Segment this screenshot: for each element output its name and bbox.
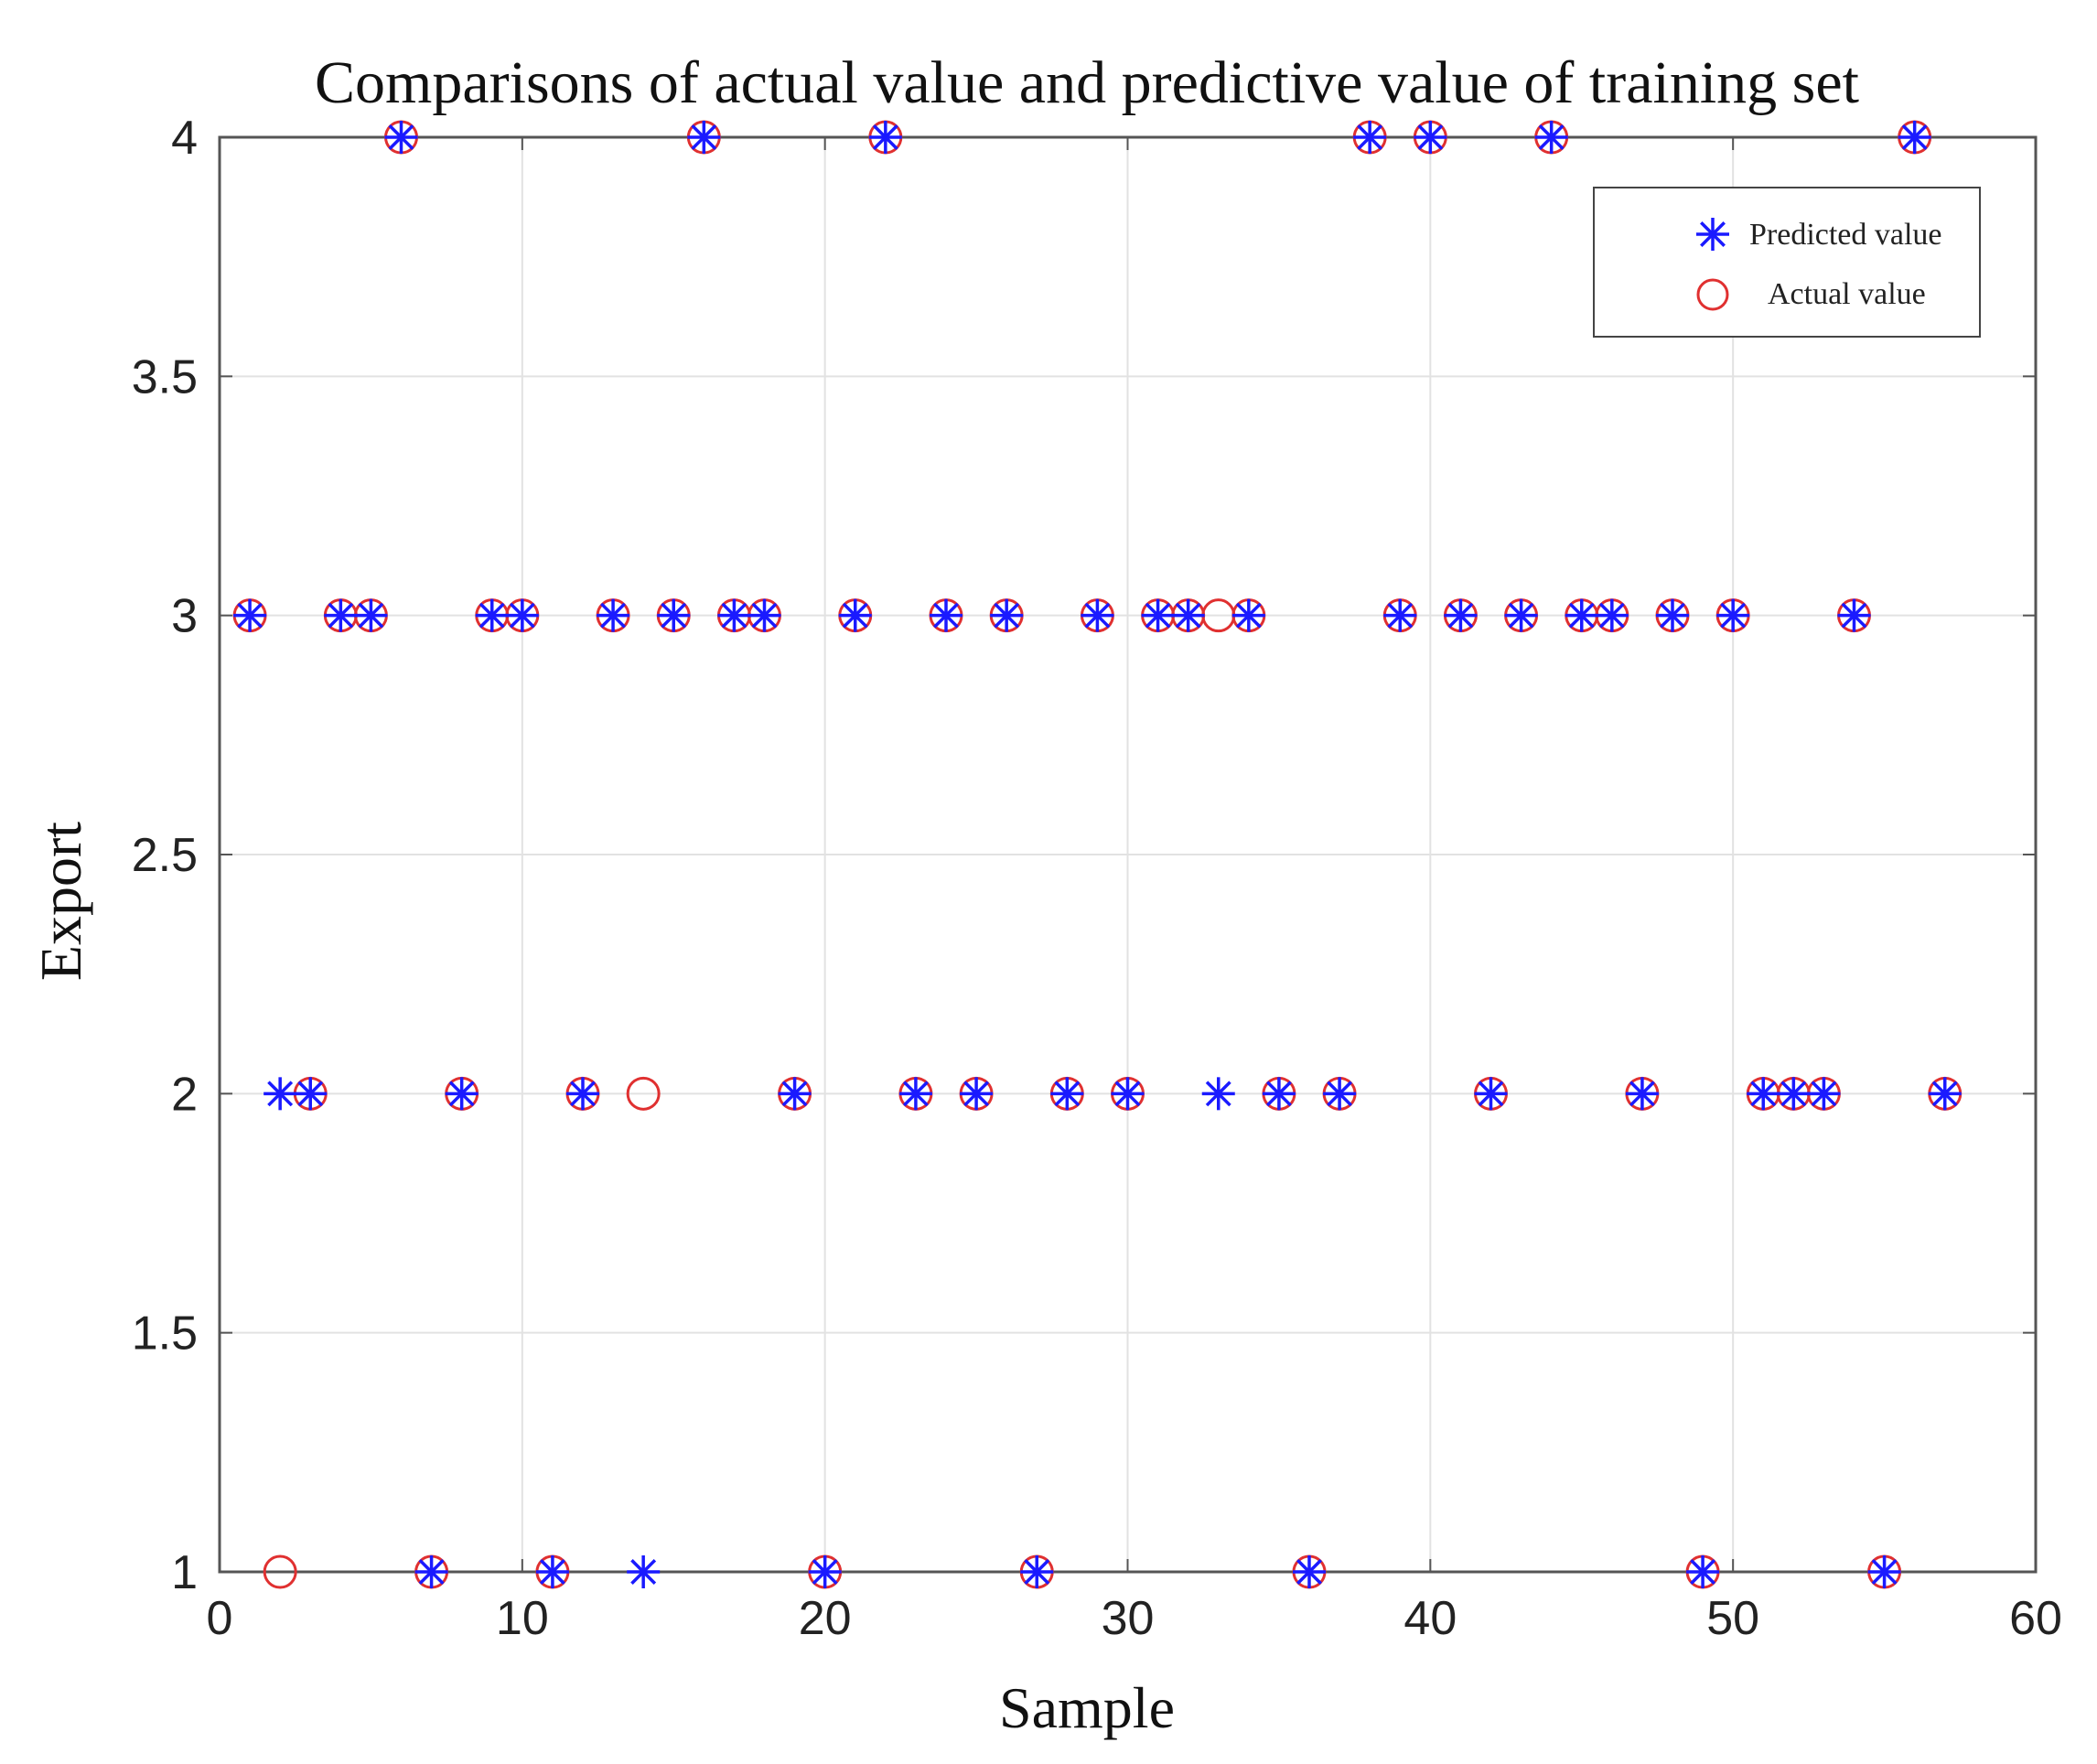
predicted-value-point <box>1656 598 1689 632</box>
predicted-value-point <box>838 598 872 632</box>
predicted-value-point <box>1504 598 1538 632</box>
predicted-value-point <box>1201 1077 1235 1111</box>
predicted-value-point <box>990 598 1024 632</box>
predicted-value-point <box>1595 598 1629 632</box>
x-axis-label: Sample <box>999 1675 1175 1740</box>
predicted-value-point <box>1444 598 1478 632</box>
predicted-value-point <box>1898 121 1931 154</box>
predicted-value-point <box>717 598 751 632</box>
predicted-value-point <box>778 1077 812 1111</box>
predicted-value-point <box>1534 121 1568 154</box>
y-tick-label: 2 <box>171 1068 198 1121</box>
predicted-value-point <box>1777 1077 1811 1111</box>
predicted-value-point <box>566 1077 599 1111</box>
actual-value-point <box>626 1076 661 1111</box>
predicted-value-point <box>657 598 691 632</box>
predicted-value-point <box>1383 598 1417 632</box>
predicted-value-point <box>627 1555 661 1588</box>
predicted-value-point <box>1323 1077 1357 1111</box>
y-tick-label: 1 <box>171 1546 198 1599</box>
predicted-value-point <box>808 1555 842 1588</box>
predicted-value-point <box>1231 598 1265 632</box>
predicted-value-point <box>898 1077 932 1111</box>
y-tick-label: 4 <box>171 112 198 165</box>
predicted-value-point <box>354 598 388 632</box>
predicted-value-point <box>1293 1555 1326 1588</box>
predicted-value-point <box>1353 121 1387 154</box>
legend-box <box>1593 187 1981 338</box>
predicted-value-point <box>1020 1555 1054 1588</box>
predicted-value-point <box>868 121 902 154</box>
predicted-value-point <box>294 1077 328 1111</box>
predicted-value-point <box>263 1077 297 1111</box>
ticks: 0 10 20 30 40 50 60 1 1.5 2 2.5 3 3.5 4 <box>132 112 2062 1645</box>
predicted-value-point <box>1262 1077 1296 1111</box>
y-axis-label: Export <box>28 822 93 981</box>
predicted-value-point <box>1050 1077 1084 1111</box>
predicted-value-point <box>414 1555 448 1588</box>
x-tick-label: 60 <box>2009 1592 2062 1645</box>
predicted-value-point <box>1565 598 1598 632</box>
x-tick-label: 40 <box>1403 1592 1457 1645</box>
predicted-value-point <box>445 1077 479 1111</box>
predicted-value-point <box>1716 598 1750 632</box>
predicted-value-point <box>1474 1077 1508 1111</box>
x-tick-label: 30 <box>1102 1592 1155 1645</box>
predicted-value-point <box>960 1077 994 1111</box>
predicted-value-point <box>1081 598 1114 632</box>
predicted-value-point <box>324 598 358 632</box>
predicted-value-point <box>535 1555 569 1588</box>
legend-predicted-label: Predicted value <box>1749 218 1942 252</box>
predicted-value-point <box>233 598 267 632</box>
legend-actual-icon <box>1696 278 1729 311</box>
predicted-value-point <box>1414 121 1447 154</box>
predicted-value-point <box>597 598 630 632</box>
legend-predicted-marker <box>1696 218 1729 251</box>
actual-value-point <box>263 1554 297 1589</box>
y-tick-label: 2.5 <box>132 829 198 882</box>
predicted-value-point <box>687 121 721 154</box>
predicted-value-point <box>1747 1077 1780 1111</box>
predicted-value-point <box>1625 1077 1659 1111</box>
predicted-value-point <box>1928 1077 1962 1111</box>
x-tick-label: 50 <box>1706 1592 1759 1645</box>
predicted-value-point <box>930 598 962 632</box>
data-marks <box>232 120 1963 1589</box>
grid <box>219 136 2037 1573</box>
legend-actual-label: Actual value <box>1768 277 1926 311</box>
x-tick-label: 10 <box>496 1592 549 1645</box>
chart-title: Comparisons of actual value and predicti… <box>315 49 1859 116</box>
y-tick-label: 1.5 <box>132 1307 198 1361</box>
predicted-value-point <box>1837 598 1871 632</box>
predicted-value-point <box>747 598 781 632</box>
predicted-value-point <box>384 121 418 154</box>
predicted-value-point <box>505 598 539 632</box>
predicted-value-point <box>1111 1077 1145 1111</box>
legend: Predicted value Actual value <box>1593 187 1981 338</box>
predicted-value-point <box>1171 598 1205 632</box>
predicted-value-point <box>1867 1555 1901 1588</box>
y-tick-label: 3 <box>171 590 198 643</box>
legend-predicted-icon <box>1696 218 1729 251</box>
predicted-value-point <box>1807 1077 1841 1111</box>
x-tick-label: 20 <box>799 1592 852 1645</box>
predicted-value-point <box>1141 598 1175 632</box>
y-tick-label: 3.5 <box>132 350 198 403</box>
predicted-value-point <box>1686 1555 1720 1588</box>
predicted-value-point <box>475 598 509 632</box>
x-tick-label: 0 <box>207 1592 233 1645</box>
